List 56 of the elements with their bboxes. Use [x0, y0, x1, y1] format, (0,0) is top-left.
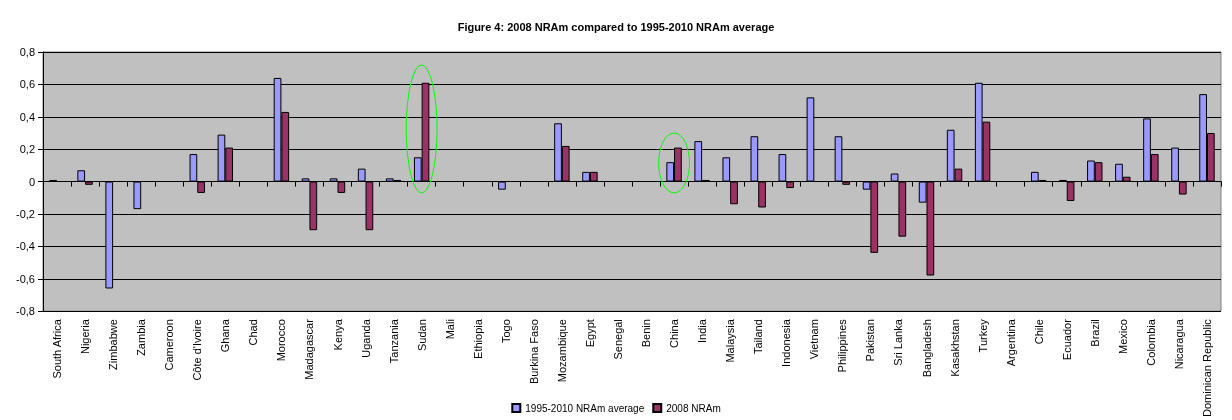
x-tick-label: Madagascar: [303, 318, 316, 380]
legend-label: 2008 NRAm: [666, 402, 721, 414]
x-tick-label: Pakistan: [864, 319, 877, 362]
x-tick-label: Zambia: [135, 318, 148, 356]
x-tick-label: Togo: [499, 319, 512, 344]
x-tick-label: Morocco: [275, 319, 288, 362]
x-tick-label: South Africa: [51, 318, 64, 379]
x-tick-label: Senegal: [611, 319, 624, 360]
x-tick-label: Kenya: [331, 318, 344, 351]
x-tick-label: Chad: [247, 319, 260, 346]
y-tick-label: -0,2: [16, 207, 35, 220]
y-tick-label: 0,2: [19, 143, 35, 156]
x-tick-label: Mexico: [1116, 319, 1129, 355]
legend-label: 1995-2010 NRAm average: [525, 402, 645, 414]
x-tick-label: Bangladesh: [920, 319, 933, 378]
x-tick-label: Ethiopia: [471, 318, 484, 359]
y-tick-label: -0,4: [16, 240, 35, 253]
x-tick-label: Mozambique: [555, 319, 568, 383]
x-tick-label: Uganda: [359, 318, 372, 358]
x-tick-label: Vietnam: [808, 319, 821, 360]
y-tick-label: 0,4: [19, 110, 35, 123]
x-tick-label: Zimbabwe: [107, 319, 120, 370]
x-tick-label: Philippines: [836, 318, 849, 373]
x-tick-label: Colombia: [1144, 318, 1157, 366]
x-tick-label: India: [696, 318, 709, 344]
y-tick-label: 0,8: [19, 46, 35, 58]
x-tick-label: Nicaragua: [1172, 318, 1185, 370]
x-tick-label: China: [668, 318, 681, 348]
x-tick-label: Tanzania: [387, 318, 400, 364]
x-tick-label: Burkina Faso: [527, 319, 540, 384]
x-tick-label: Egypt: [583, 319, 596, 348]
x-tick-label: Sudan: [415, 319, 428, 351]
bar: [498, 181, 506, 190]
x-tick-label: Chile: [1032, 319, 1045, 345]
chart-title: Figure 4: 2008 NRAm compared to 1995-2010 NRAm average: [457, 20, 775, 33]
x-tick-label: Ghana: [219, 318, 232, 353]
x-tick-label: Côte d'Ivoire: [191, 319, 204, 381]
x-tick-label: Sri Lanka: [892, 318, 905, 366]
x-tick-label: Mali: [443, 319, 456, 340]
x-tick-label: Malaysia: [724, 318, 737, 363]
x-tick-label: Indonesia: [780, 318, 793, 367]
y-tick-label: -0,8: [16, 305, 35, 318]
x-tick-label: Ecuador: [1060, 318, 1073, 361]
y-tick-label: 0,6: [19, 78, 35, 91]
x-tick-label: Tailand: [752, 319, 765, 355]
bar: [133, 181, 142, 210]
y-tick-label: 0: [28, 175, 35, 188]
x-tick-label: Benin: [640, 319, 653, 348]
y-tick-label: -0,6: [16, 272, 35, 285]
x-tick-label: Cameroon: [163, 319, 176, 371]
x-tick-label: Turkey: [976, 318, 989, 353]
x-tick-label: Brazil: [1088, 319, 1101, 347]
x-tick-label: Dominican Republic: [1200, 318, 1213, 417]
x-tick-label: Kasakhstan: [948, 319, 961, 377]
x-tick-label: Argentina: [1004, 318, 1017, 367]
x-tick-label: Nigeria: [79, 318, 92, 355]
